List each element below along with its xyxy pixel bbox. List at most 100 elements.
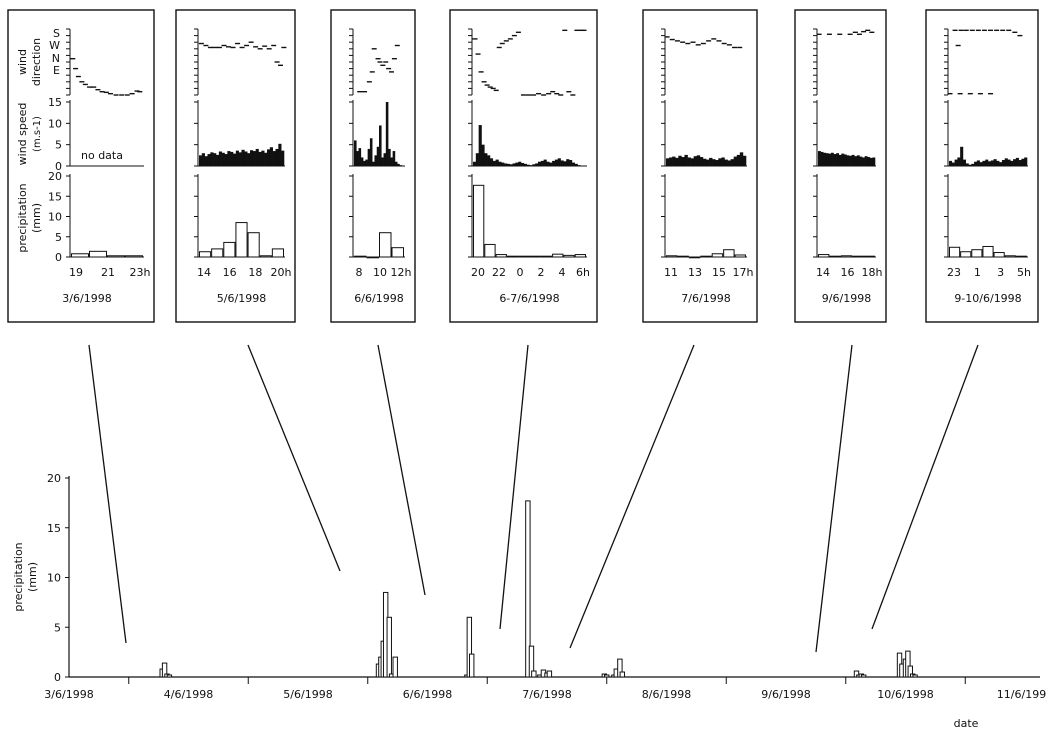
wind-speed-bar — [971, 163, 975, 166]
wind-speed-bar — [724, 159, 728, 166]
wind-speed-bar — [230, 151, 234, 166]
wind-speed-bar — [999, 162, 1003, 166]
wind-speed-bar — [501, 162, 505, 166]
wind-speed-bar — [535, 163, 539, 166]
wind-speed-bar — [258, 151, 262, 166]
hour-tick-label: 14 — [197, 266, 211, 279]
wind-speed-bar — [512, 163, 516, 166]
wind-speed-bar — [1001, 160, 1006, 166]
hour-tick-label: 18h — [862, 266, 883, 279]
wind-speed-bar — [278, 143, 282, 166]
wind-speed-bar — [833, 154, 837, 166]
inset-precip-bar — [247, 232, 260, 258]
inset-frame — [642, 9, 758, 323]
wind-speed-bar — [473, 161, 477, 166]
inset-panel: 14 16 18 20h 5/6/1998 — [175, 9, 296, 323]
hour-tick-label: 21 — [101, 266, 115, 279]
precipitation-bar — [546, 670, 553, 678]
wind-direction-label: direction — [30, 38, 43, 86]
wind-speed-bar — [862, 157, 865, 166]
wind-speed-bar — [272, 151, 276, 166]
wind-speed-bar — [1010, 160, 1014, 166]
hour-tick-label: 1 — [974, 266, 981, 279]
direction-tick-label: W — [49, 39, 60, 52]
wind-speed-bar — [820, 151, 824, 166]
precipitation-bar — [386, 616, 392, 678]
wind-speed-bar — [521, 163, 525, 166]
wind-speed-bar — [379, 125, 382, 166]
wind-speed-bar — [1015, 157, 1019, 166]
date-tick-label: 11/6/1998 — [997, 688, 1046, 701]
inset-precip-bar — [666, 255, 678, 258]
wind-speed-bar — [687, 157, 691, 166]
wind-speed-bar — [836, 153, 840, 166]
wind-speed-bar — [681, 157, 685, 166]
wind-speed-bar — [523, 163, 527, 166]
wind-speed-bar — [706, 159, 710, 166]
hour-tick-label: 22 — [492, 266, 506, 279]
wind-speed-bar — [495, 159, 499, 166]
wind-speed-bar — [552, 160, 556, 166]
precipitation-bar — [860, 674, 867, 678]
wind-speed-bar — [702, 158, 707, 166]
wind-speed-bar — [869, 157, 873, 166]
wind-speed-bar — [715, 160, 719, 166]
precipitation-bar — [912, 674, 918, 678]
hour-tick-label: 20 — [471, 266, 485, 279]
hour-tick-label: 3 — [997, 266, 1004, 279]
inset-precip-bar — [391, 247, 404, 258]
inset-precip-bar — [484, 243, 496, 258]
inset-frame — [925, 9, 1039, 323]
wind-speed-bar — [859, 156, 863, 166]
hour-tick-label: 8 — [356, 266, 363, 279]
inset-precip-bar — [723, 249, 735, 258]
connector-lines — [88, 344, 979, 653]
wind-speed-bar — [669, 157, 673, 166]
wind-speed-bar — [388, 148, 391, 166]
inset-precip-bar — [540, 255, 553, 258]
inset-precip-bar — [734, 254, 746, 258]
precip-tick-label: 10 — [48, 211, 62, 224]
wind-speed-bar — [1018, 160, 1022, 166]
wind-speed-bar — [574, 163, 578, 166]
wind-speed-bar — [577, 165, 581, 166]
speed-tick-label: 15 — [48, 96, 62, 109]
inset-precip-bar — [1015, 255, 1027, 258]
connector-line — [88, 344, 127, 644]
wind-speed-label: wind speed — [16, 103, 29, 166]
date-tick-label: 10/6/1998 — [877, 688, 933, 701]
wind-speed-bar — [515, 162, 519, 166]
speed-tick-label: 10 — [48, 117, 62, 130]
wind-speed-bar — [675, 157, 679, 166]
wind-speed-bar — [210, 152, 214, 166]
wind-speed-bar — [475, 153, 479, 166]
precipitation-bar — [619, 671, 625, 678]
wind-speed-bar — [560, 160, 564, 166]
hour-tick-label: 2 — [538, 266, 545, 279]
wind-speed-bar — [478, 125, 482, 166]
wind-speed-bar — [733, 156, 738, 166]
wind-speed-bar — [828, 153, 832, 166]
hour-tick-label: 16 — [841, 266, 855, 279]
inset-panel: 8 10 12h 6/6/1998 — [330, 9, 416, 323]
direction-tick-label: N — [52, 52, 60, 65]
inset-precip-bar — [473, 184, 485, 258]
inset-precip-bar — [199, 251, 212, 258]
inset-precip-bar — [518, 255, 530, 258]
wind-speed-bar — [363, 160, 366, 166]
precip-tick-label: 5 — [55, 231, 62, 244]
inset-precip-bar — [506, 255, 519, 258]
wind-speed-bar — [518, 161, 522, 166]
y-tick-label: 20 — [47, 472, 61, 485]
wind-speed-bar — [974, 161, 978, 166]
y-axis-label: precipitation — [12, 542, 25, 611]
hour-tick-label: 23 — [947, 266, 961, 279]
inset-frame — [7, 9, 155, 323]
wind-speed-bar — [506, 163, 511, 166]
inset-precip-bar — [495, 254, 507, 258]
connector-line — [569, 344, 695, 649]
x-axis-label: date — [954, 717, 979, 730]
inset-precip-bar — [529, 255, 541, 258]
wind-speed-bar — [1013, 159, 1017, 166]
